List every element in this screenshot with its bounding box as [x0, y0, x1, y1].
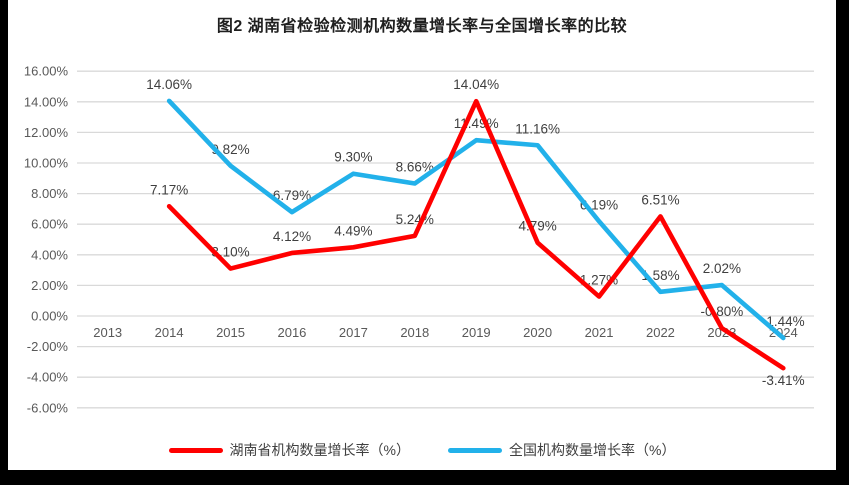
- y-axis-tick-label: -4.00%: [27, 370, 69, 385]
- y-axis-tick-label: 14.00%: [24, 94, 69, 109]
- x-axis-label: 2016: [277, 325, 306, 340]
- legend-label-national: 全国机构数量增长率（%）: [509, 442, 676, 458]
- y-axis-tick-label: 16.00%: [24, 64, 69, 79]
- data-label: 2.02%: [703, 261, 741, 276]
- data-label: -1.44%: [762, 314, 805, 329]
- data-label: 6.51%: [641, 192, 679, 207]
- x-axis-label: 2015: [216, 325, 245, 340]
- y-axis-tick-label: -2.00%: [27, 339, 69, 354]
- x-axis-label: 2023: [707, 325, 736, 340]
- data-label: 4.79%: [518, 219, 556, 234]
- data-label: -0.80%: [700, 304, 743, 319]
- data-label: 11.49%: [454, 116, 499, 131]
- x-axis-label: 2017: [339, 325, 368, 340]
- x-axis-label: 2021: [585, 325, 614, 340]
- chart-panel: 图2 湖南省检验检测机构数量增长率与全国增长率的比较 16.00% 14.00% 1…: [8, 0, 836, 470]
- data-label: 11.16%: [515, 121, 560, 136]
- data-label: 14.04%: [453, 77, 499, 92]
- chart-title: 图2 湖南省检验检测机构数量增长率与全国增长率的比较: [216, 18, 628, 35]
- data-label: 9.30%: [334, 150, 372, 165]
- x-axis-label: 2024: [769, 325, 798, 340]
- data-label: -3.41%: [762, 373, 805, 388]
- line-chart: 16.00% 14.00% 12.00% 10.00% 8.00% 6.00% 4.00% 2…: [24, 64, 814, 415]
- y-axis-tick-label: 8.00%: [31, 186, 68, 201]
- national-series-line: [166, 98, 786, 341]
- y-axis-tick-label: 0.00%: [31, 309, 68, 324]
- y-axis-tick-label: 6.00%: [31, 217, 68, 232]
- data-label: 6.79%: [273, 188, 311, 203]
- data-label: 8.66%: [396, 160, 434, 175]
- x-axis-label: 2022: [646, 325, 675, 340]
- data-label: 14.06%: [146, 77, 192, 92]
- data-label: 4.12%: [273, 229, 311, 244]
- hunan-series-line: [166, 98, 786, 371]
- legend-label-hunan: 湖南省机构数量增长率（%）: [229, 442, 410, 458]
- legend-item-hunan: 湖南省机构数量增长率（%）: [168, 440, 410, 460]
- legend-item-national: 全国机构数量增长率（%）: [448, 440, 675, 460]
- x-axis-label: 2014: [155, 325, 184, 340]
- y-axis-tick-label: -6.00%: [27, 400, 69, 415]
- x-axis-label: 2018: [400, 325, 429, 340]
- data-label: 5.24%: [396, 212, 434, 227]
- y-axis-tick-label: 10.00%: [24, 156, 69, 171]
- legend-line-sample-red: [168, 447, 223, 453]
- y-axis-tick-label: 4.00%: [31, 247, 68, 262]
- y-axis-tick-label: 12.00%: [24, 125, 69, 140]
- chart-legend: 湖南省机构数量增长率（%） 全国机构数量增长率（%）: [8, 440, 836, 460]
- x-axis-label: 2019: [462, 325, 491, 340]
- x-axis-label: 2013: [93, 325, 122, 340]
- data-label: 4.49%: [334, 223, 372, 238]
- x-axis-label: 2020: [523, 325, 552, 340]
- y-axis-tick-label: 2.00%: [31, 278, 68, 293]
- legend-line-sample-blue: [448, 447, 502, 453]
- data-label: 7.17%: [150, 182, 188, 197]
